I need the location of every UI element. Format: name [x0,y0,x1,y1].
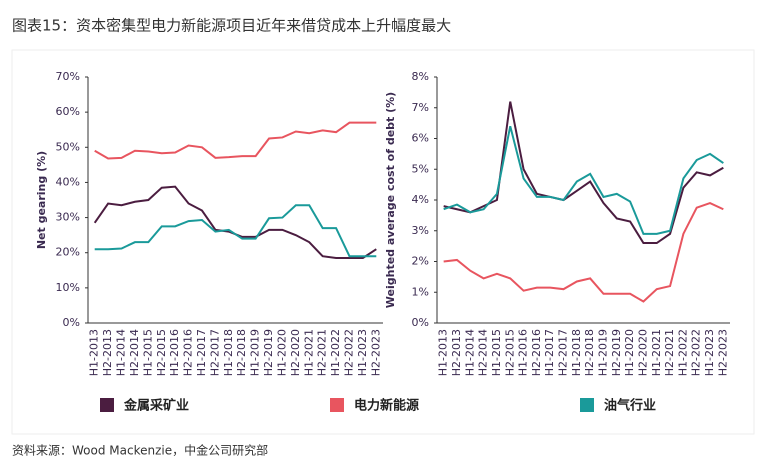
y-tick-label: 60% [56,105,80,118]
x-tick-label: H1-2019 [596,329,609,376]
y-tick-label: 70% [56,70,80,83]
x-tick-label: H2-2020 [289,329,302,376]
y-tick-label: 0% [412,316,429,329]
x-tick-label: H1-2022 [676,329,689,376]
x-tick-label: H2-2020 [636,329,649,376]
y-tick-label: 20% [56,246,80,259]
series-line [443,201,724,303]
legend-label: 油气行业 [604,398,656,414]
y-tick-label: 40% [56,175,80,188]
y-tick-label: 8% [412,70,429,83]
x-tick-label: H1-2021 [650,329,663,376]
x-tick-label: H1-2016 [517,329,530,376]
x-tick-label: H2-2021 [663,329,676,376]
legend-label: 电力新能源 [354,398,419,414]
x-tick-label: H2-2017 [208,329,221,376]
x-tick-label: H1-2023 [703,329,716,376]
chart-frame [11,49,755,435]
x-tick-label: H2-2015 [503,329,516,376]
x-tick-label: H2-2018 [235,329,248,376]
source: 资料来源：Wood Mackenzie，中金公司研究部 [12,443,268,458]
x-tick-label: H2-2014 [477,329,490,376]
y-tick-label: 4% [412,193,429,206]
y-tick-label: 0% [63,316,80,329]
x-tick-label: H1-2019 [249,329,262,376]
x-tick-label: H2-2015 [155,329,168,376]
x-tick-label: H2-2022 [690,329,703,376]
figure-title: 图表15：资本密集型电力新能源项目近年来借贷成本上升幅度最大 [12,17,451,35]
x-tick-label: H2-2013 [450,329,463,376]
legend-swatch [100,398,114,412]
x-tick-label: H1-2022 [329,329,342,376]
x-tick-label: H2-2021 [316,329,329,376]
x-tick-label: H1-2014 [115,329,128,376]
x-tick-label: H2-2013 [101,329,114,376]
series-line [443,125,724,235]
x-tick-label: H1-2017 [543,329,556,376]
y-axis-label: Net gearing (%) [35,151,48,249]
x-tick-label: H2-2017 [557,329,570,376]
x-tick-label: H1-2013 [88,329,101,376]
x-tick-label: H2-2023 [716,329,729,376]
x-tick-label: H1-2020 [275,329,288,376]
x-tick-label: H2-2016 [530,329,543,376]
x-tick-label: H1-2017 [195,329,208,376]
x-tick-label: H2-2019 [262,329,275,376]
y-tick-label: 30% [56,211,80,224]
x-tick-label: H2-2019 [610,329,623,376]
x-tick-label: H2-2022 [342,329,355,376]
x-tick-label: H1-2018 [222,329,235,376]
x-tick-label: H2-2014 [128,329,141,376]
y-tick-label: 50% [56,140,80,153]
y-axis-label: Weighted average cost of debt (%) [384,92,397,308]
y-tick-label: 2% [412,255,429,268]
y-tick-label: 3% [412,224,429,237]
legend-swatch [330,398,344,412]
x-tick-label: H1-2018 [570,329,583,376]
x-tick-label: H1-2015 [490,329,503,376]
x-tick-label: H1-2016 [168,329,181,376]
series-line [443,101,724,245]
y-tick-label: 6% [412,132,429,145]
x-tick-label: H1-2015 [141,329,154,376]
series-line [94,204,377,258]
legend-label: 金属采矿业 [123,398,189,414]
x-tick-label: H1-2021 [302,329,315,376]
x-tick-label: H2-2023 [369,329,382,376]
y-tick-label: 5% [412,162,429,175]
y-tick-label: 10% [56,281,80,294]
y-tick-label: 1% [412,285,429,298]
x-tick-label: H1-2023 [356,329,369,376]
x-tick-label: H1-2020 [623,329,636,376]
x-tick-label: H1-2013 [437,329,450,376]
series-line [93,185,377,259]
legend-swatch [580,398,594,412]
series-line [94,121,377,160]
x-tick-label: H1-2014 [463,329,476,376]
y-tick-label: 7% [412,101,429,114]
x-tick-label: H2-2018 [583,329,596,376]
x-tick-label: H2-2016 [182,329,195,376]
